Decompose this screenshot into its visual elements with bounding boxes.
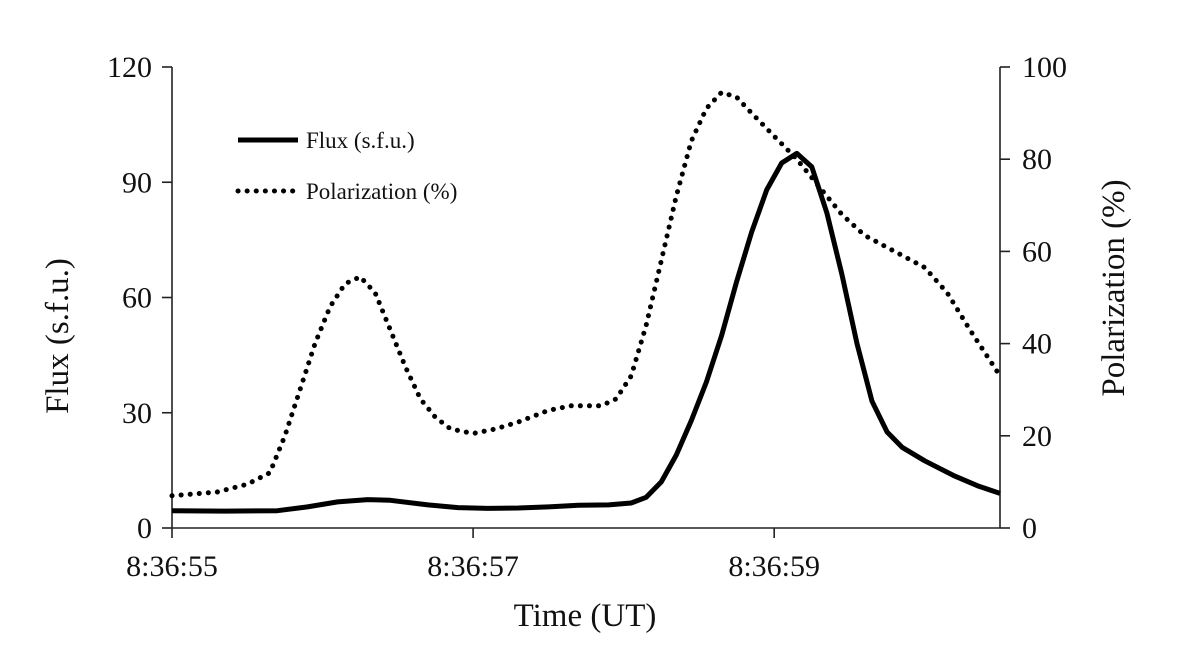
polarization-series-line [169,89,1003,499]
y-right-axis-title: Polarization (%) [1096,179,1132,396]
y-right-tick-label: 80 [1022,143,1052,176]
y-right-tick-label: 20 [1022,420,1052,453]
y-left-tick-label: 90 [122,166,152,199]
y-left-tick-label: 30 [122,397,152,430]
flux-series-line [171,150,1001,514]
y-right-tick-label: 100 [1022,51,1067,84]
x-tick-label: 8:36:57 [427,550,519,583]
y-left-tick-label: 0 [137,512,152,545]
y-right-tick-label: 0 [1022,512,1037,545]
y-right-tick-label: 40 [1022,328,1052,361]
y-left-axis-title: Flux (s.f.u.) [40,258,76,414]
y-left-tick-label: 60 [122,282,152,315]
legend: Flux (s.f.u.) Polarization (%) [235,128,457,204]
x-tick-label: 8:36:55 [126,550,218,583]
series-layer [169,89,1003,514]
legend-label-flux: Flux (s.f.u.) [306,128,415,153]
y-right-tick-label: 60 [1022,235,1052,268]
axes: 0 30 60 90 120 0 20 40 60 80 100 8:36:55 8:36:57 8:36… [107,51,1067,583]
y-left-tick-label: 120 [107,51,152,84]
x-tick-label: 8:36:59 [728,550,820,583]
x-axis-title: Time (UT) [514,598,657,634]
legend-label-polarization: Polarization (%) [306,179,457,204]
